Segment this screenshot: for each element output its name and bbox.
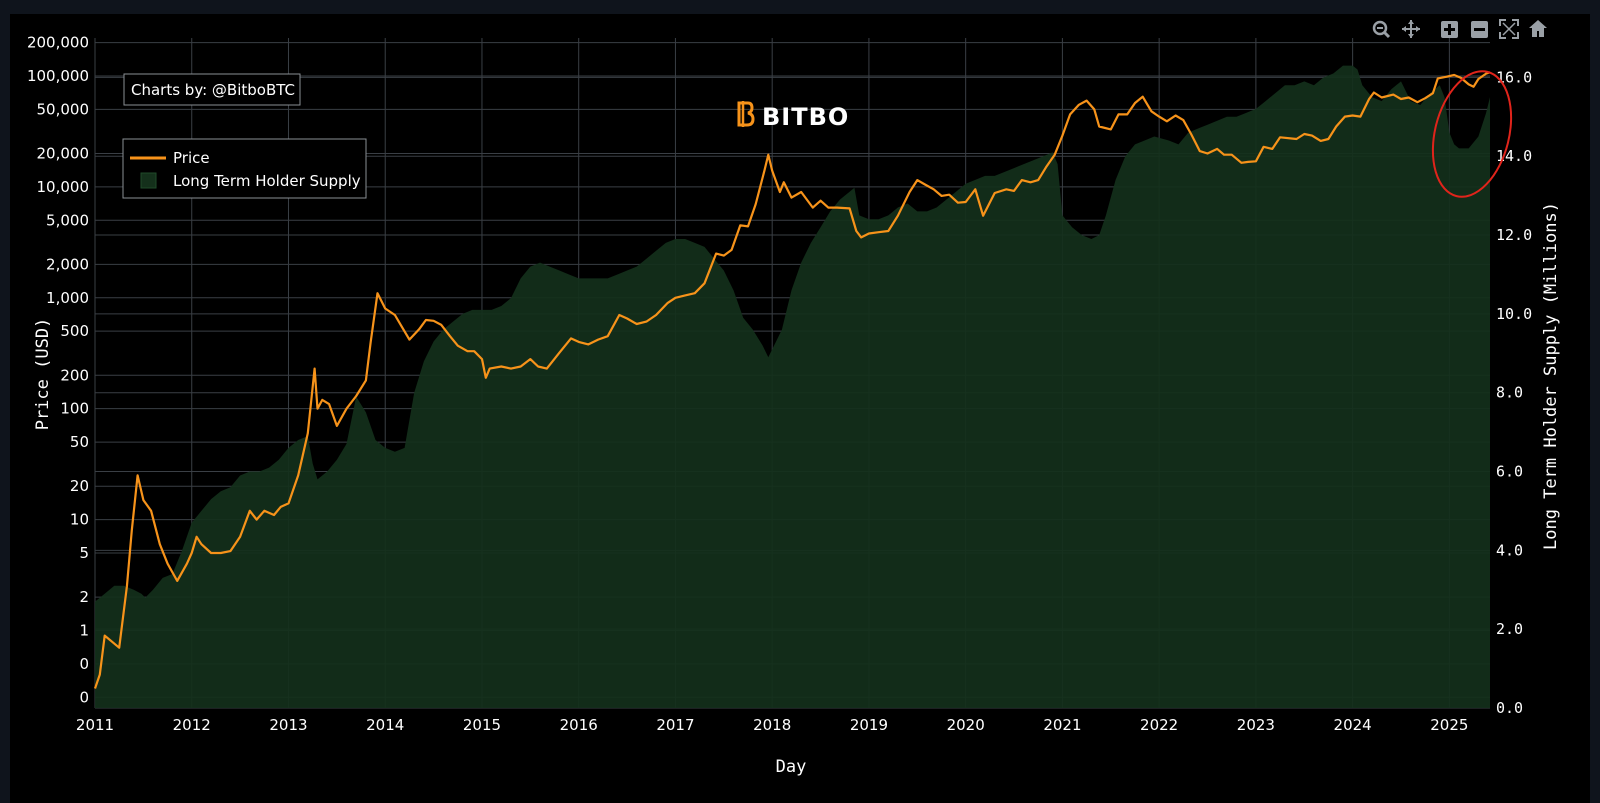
y-tick-label: 0: [79, 688, 89, 706]
chart-svg: 2011 2012 2013 2014 2015 2016 2017 2018 2019 2020…: [27, 19, 1561, 777]
y-tick-label: 20,000: [37, 144, 90, 162]
y-tick-label: 50,000: [37, 100, 90, 118]
legend-border: [122, 138, 367, 199]
credit-text: Charts by: @BitboBTC: [131, 81, 295, 99]
y-tick-label: 1,000: [46, 289, 89, 307]
brand-watermark: BITBO: [737, 101, 849, 131]
y-tick-label: 2: [79, 588, 89, 606]
brand-text: BITBO: [762, 103, 849, 131]
plot-toolbar: [1372, 19, 1547, 39]
price-line: [93, 71, 1491, 689]
bitbo-logo-icon: [737, 101, 755, 127]
x-tick-label: 2023: [1237, 716, 1275, 734]
legend-label-price: Price: [173, 149, 210, 167]
x-tick-label: 2021: [1043, 716, 1081, 734]
legend: Price Long Term Holder Supply: [122, 138, 367, 199]
x-tick-label: 2015: [463, 716, 501, 734]
legend-swatch-supply: [140, 172, 157, 189]
zoom-in-icon[interactable]: [1441, 21, 1458, 38]
y-tick-label: 10: [70, 511, 89, 529]
x-tick-label: 2017: [656, 716, 694, 734]
x-tick-label: 2018: [753, 716, 791, 734]
y2-tick-label: 8.0: [1496, 384, 1523, 402]
y-tick-label: 200: [60, 366, 89, 384]
x-tick-label: 2025: [1430, 716, 1468, 734]
y2-tick-label: 0.0: [1496, 699, 1523, 717]
supply-area: [95, 65, 1490, 709]
y-tick-label: 20: [70, 477, 89, 495]
supply-area-layer: [95, 65, 1490, 709]
x-tick-label: 2011: [76, 716, 114, 734]
y-tick-label: 200,000: [27, 34, 89, 52]
y-tick-label: 0: [79, 655, 89, 673]
chart-frame: 2011 2012 2013 2014 2015 2016 2017 2018 2019 2020…: [10, 14, 1590, 803]
credit-box: Charts by: @BitboBTC: [123, 73, 301, 106]
y-tick-label: 500: [60, 322, 89, 340]
x-axis-title: Day: [776, 757, 807, 777]
x-tick-label: 2014: [366, 716, 404, 734]
y-tick-label: 5,000: [46, 211, 89, 229]
autoscale-icon[interactable]: [1499, 19, 1519, 39]
y-tick-label: 10,000: [37, 178, 90, 196]
y-axis-title: Price (USD): [33, 318, 53, 431]
x-tick-label: 2013: [269, 716, 307, 734]
y-tick-label: 100,000: [27, 67, 89, 85]
reset-axes-icon[interactable]: [1529, 20, 1547, 37]
x-tick-label: 2024: [1334, 716, 1372, 734]
price-line-layer: [93, 71, 1491, 689]
legend-label-supply: Long Term Holder Supply: [173, 172, 361, 190]
y2-tick-label: 4.0: [1496, 541, 1523, 559]
y2-tick-label: 6.0: [1496, 463, 1523, 481]
pan-icon[interactable]: [1402, 20, 1420, 38]
zoom-icon[interactable]: [1372, 20, 1391, 39]
zoom-out-icon[interactable]: [1471, 21, 1488, 38]
y-tick-label: 2,000: [46, 255, 89, 273]
x-tick-label: 2022: [1140, 716, 1178, 734]
y2-tick-label: 12.0: [1496, 226, 1532, 244]
y2-axis-title: Long Term Holder Supply (Millions): [1541, 202, 1561, 550]
annotation-circle: [1431, 70, 1513, 198]
y-tick-label: 1: [79, 621, 89, 639]
x-tick-label: 2020: [947, 716, 985, 734]
axis-layer: 2011 2012 2013 2014 2015 2016 2017 2018 2019 2020…: [27, 34, 1532, 734]
x-tick-label: 2012: [173, 716, 211, 734]
x-tick-label: 2019: [850, 716, 888, 734]
y2-tick-label: 16.0: [1496, 68, 1532, 86]
y-tick-label: 100: [60, 400, 89, 418]
x-tick-label: 2016: [560, 716, 598, 734]
y-tick-label: 5: [79, 544, 89, 562]
y2-tick-label: 2.0: [1496, 620, 1523, 638]
y-tick-label: 50: [70, 433, 89, 451]
credit-box-border: [123, 73, 301, 106]
y2-tick-label: 10.0: [1496, 305, 1532, 323]
